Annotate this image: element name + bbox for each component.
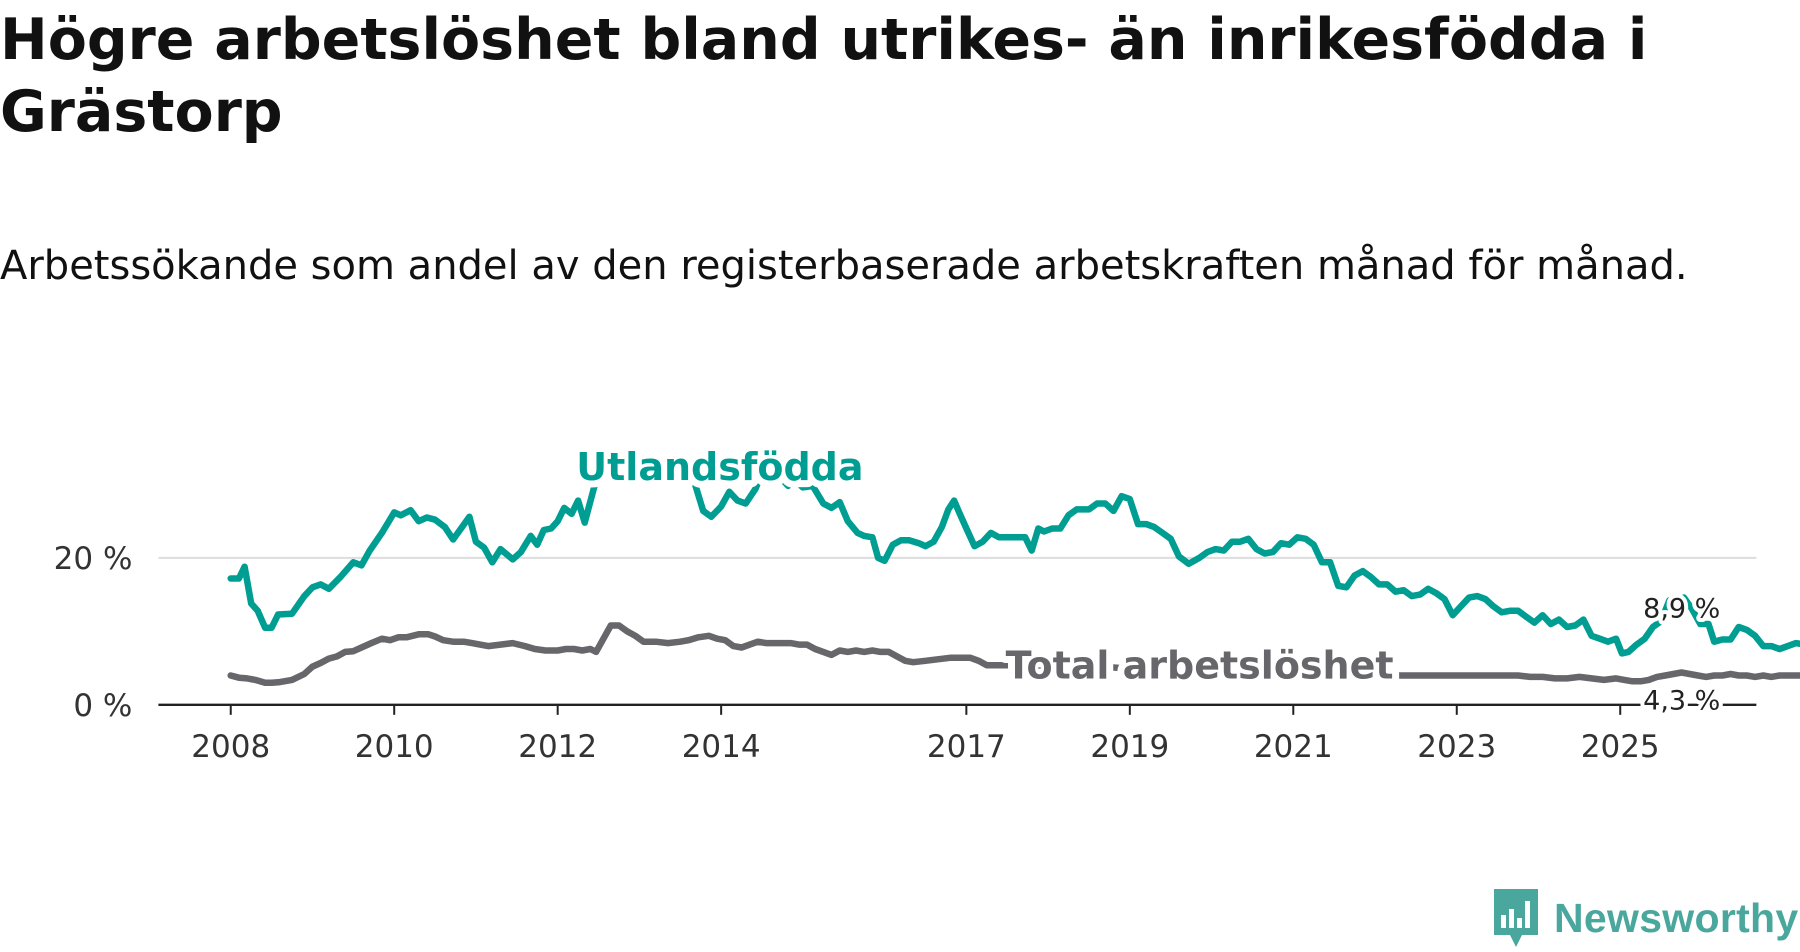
x-tick-label: 2019 [1090,729,1169,765]
x-tick-label: 2014 [682,729,761,765]
utlandsfodda-line [227,457,1800,657]
total-end-label: 4,3 % [1643,685,1720,716]
line-chart: 0 % 20 % 2008 2010 2012 2014 2017 2019 2021 2023 2… [53,438,1800,765]
brand-name: Newsworthy [1554,894,1799,941]
total-label: Total arbetslöshet [1006,643,1394,687]
x-tick-label: 2012 [518,729,597,765]
grid-layer [158,556,1757,707]
utlandsfodda-label: Utlandsfödda [576,445,863,489]
series-layer [227,457,1800,687]
x-tick-label: 2025 [1581,729,1660,765]
utlandsfodda-end-label: 8,9 % [1643,594,1720,625]
chart-subtitle: Arbetssökande som andel av den registerb… [0,243,1688,289]
tick-layer: 0 % 20 % 2008 2010 2012 2014 2017 2019 2021 2023 2… [54,541,1660,765]
newsworthy-logo[interactable]: Newsworthy [1492,884,1799,952]
y-tick-label: 0 % [73,688,132,724]
x-tick-label: 2023 [1417,729,1496,765]
x-tick-label: 2008 [191,729,270,765]
x-tick-label: 2021 [1254,729,1333,765]
total-line [227,622,1800,687]
x-tick-label: 2010 [355,729,434,765]
newsworthy-logo-icon [1494,889,1538,947]
chart-title: Högre arbetslöshet bland utrikes- än inr… [0,7,1648,145]
y-tick-label: 20 % [54,541,133,577]
label-layer: Utlandsfödda Total arbetslöshet 8,9 % 4,3 % [569,438,1724,721]
x-tick-label: 2017 [927,729,1006,765]
